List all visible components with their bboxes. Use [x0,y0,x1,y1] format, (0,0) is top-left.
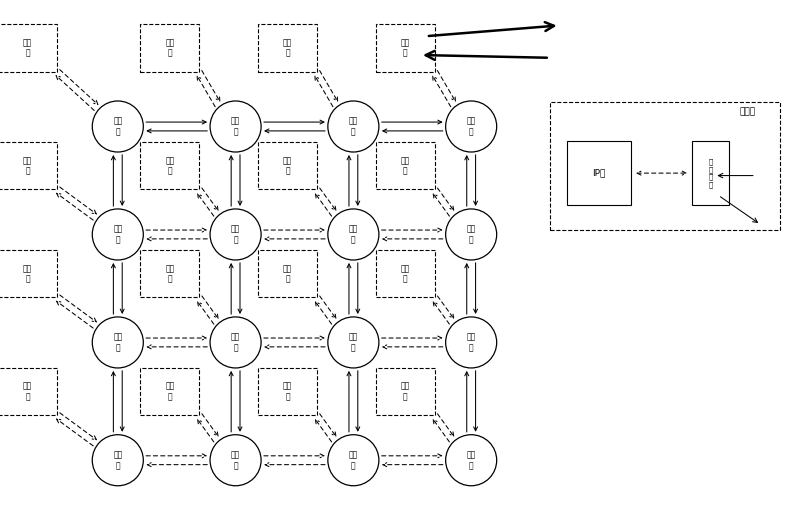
Text: 路由
器: 路由 器 [113,333,122,352]
Text: 路由
器: 路由 器 [231,117,240,136]
Text: 子系
统: 子系 统 [23,382,32,401]
Text: 子系
统: 子系 统 [23,38,32,58]
FancyBboxPatch shape [550,102,780,229]
Text: 子系
统: 子系 统 [165,38,174,58]
Text: 路由
器: 路由 器 [466,225,476,244]
Circle shape [328,101,379,152]
FancyBboxPatch shape [692,141,730,205]
Text: 子系统: 子系统 [740,107,756,116]
Text: 子系
统: 子系 统 [401,156,410,175]
Circle shape [446,209,497,260]
Text: 路由
器: 路由 器 [113,450,122,470]
Circle shape [328,435,379,486]
Text: 路由
器: 路由 器 [349,225,358,244]
FancyBboxPatch shape [140,368,199,415]
Circle shape [446,317,497,368]
FancyBboxPatch shape [376,24,435,72]
FancyBboxPatch shape [0,368,57,415]
Text: 子系
统: 子系 统 [283,382,292,401]
Text: 路由
器: 路由 器 [113,117,122,136]
FancyBboxPatch shape [0,250,57,297]
Text: IP核: IP核 [593,169,606,177]
FancyBboxPatch shape [567,141,631,205]
FancyBboxPatch shape [140,142,199,189]
Circle shape [92,101,143,152]
Circle shape [210,101,261,152]
Circle shape [210,435,261,486]
Circle shape [446,101,497,152]
Text: 子系
统: 子系 统 [165,156,174,175]
Circle shape [210,317,261,368]
Circle shape [92,317,143,368]
Text: 路由
器: 路由 器 [466,333,476,352]
Text: 子系
统: 子系 统 [23,156,32,175]
Text: 子系
统: 子系 统 [283,264,292,283]
Text: 子系
统: 子系 统 [283,38,292,58]
FancyBboxPatch shape [0,142,57,189]
FancyBboxPatch shape [376,250,435,297]
Text: 路由
器: 路由 器 [231,450,240,470]
Text: 子系
统: 子系 统 [23,264,32,283]
FancyBboxPatch shape [376,142,435,189]
Circle shape [92,209,143,260]
Circle shape [446,435,497,486]
Text: 子系
统: 子系 统 [401,38,410,58]
Text: 路由
器: 路由 器 [466,117,476,136]
FancyBboxPatch shape [140,250,199,297]
Text: 路由
器: 路由 器 [349,450,358,470]
Text: 路由
器: 路由 器 [113,225,122,244]
FancyBboxPatch shape [258,250,317,297]
Text: 路由
器: 路由 器 [349,117,358,136]
Text: 子系
统: 子系 统 [401,264,410,283]
Text: 子系
统: 子系 统 [283,156,292,175]
Circle shape [328,209,379,260]
Circle shape [92,435,143,486]
Text: 子系
统: 子系 统 [165,264,174,283]
Text: 子系
统: 子系 统 [165,382,174,401]
Circle shape [210,209,261,260]
FancyBboxPatch shape [258,368,317,415]
Text: 口
缓
冲
器: 口 缓 冲 器 [709,158,713,188]
Text: 路由
器: 路由 器 [231,333,240,352]
FancyBboxPatch shape [140,24,199,72]
Circle shape [328,317,379,368]
Text: 路由
器: 路由 器 [466,450,476,470]
FancyBboxPatch shape [0,24,57,72]
Text: 路由
器: 路由 器 [231,225,240,244]
FancyBboxPatch shape [376,368,435,415]
Text: 路由
器: 路由 器 [349,333,358,352]
FancyBboxPatch shape [258,142,317,189]
Text: 子系
统: 子系 统 [401,382,410,401]
FancyBboxPatch shape [258,24,317,72]
